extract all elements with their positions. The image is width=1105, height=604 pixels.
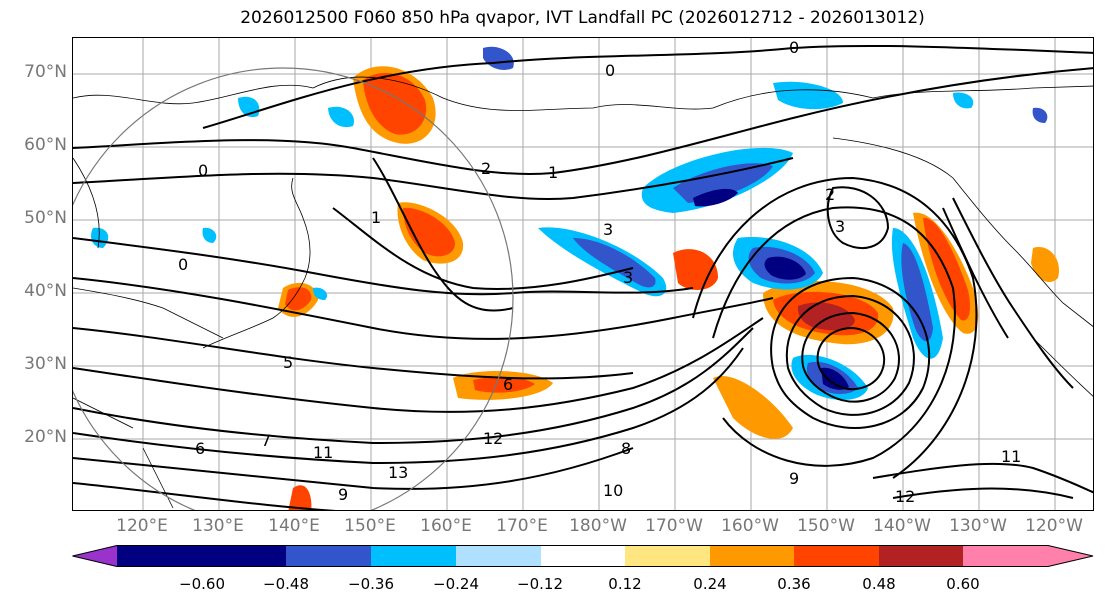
contours bbox=[73, 44, 1093, 510]
coastlines bbox=[73, 76, 1093, 509]
colorbar-swatch bbox=[710, 545, 796, 567]
contour-label: 11 bbox=[1001, 447, 1021, 466]
lon-label-170w: 170°W bbox=[645, 516, 703, 536]
colorbar-swatch bbox=[963, 545, 1049, 567]
contour-label: 1 bbox=[548, 163, 558, 182]
lat-label-50n: 50°N bbox=[24, 208, 67, 228]
lon-label-120w: 120°W bbox=[1025, 516, 1083, 536]
lon-label-180w: 180°W bbox=[569, 516, 627, 536]
colorbar-tick-label: 0.24 bbox=[693, 575, 727, 593]
colorbar-swatch bbox=[286, 545, 372, 567]
colorbar-tick-label: 0.60 bbox=[946, 575, 980, 593]
contour-label-group: 0 0 0 0 1 1 2 2 3 3 3 5 6 6 7 8 9 9 10 1… bbox=[178, 38, 1021, 506]
contour-label: 1 bbox=[371, 208, 381, 227]
contour-label: 6 bbox=[195, 439, 205, 458]
colorbar-swatch bbox=[794, 545, 880, 567]
lon-label-140e: 140°E bbox=[268, 516, 320, 536]
contour-label: 0 bbox=[178, 255, 188, 274]
contour-label: 10 bbox=[603, 481, 623, 500]
colorbar-swatch bbox=[456, 545, 542, 567]
colorbar-tick-label: −0.36 bbox=[348, 575, 394, 593]
lat-label-70n: 70°N bbox=[24, 62, 67, 82]
contour-label: 12 bbox=[895, 487, 915, 506]
contour-label: 3 bbox=[603, 220, 613, 239]
contour-label: 3 bbox=[623, 268, 633, 287]
plot-title: 2026012500 F060 850 hPa qvapor, IVT Land… bbox=[240, 8, 925, 28]
contour-label: 9 bbox=[338, 485, 348, 504]
lat-label-30n: 30°N bbox=[24, 354, 67, 374]
lon-label-130e: 130°E bbox=[192, 516, 244, 536]
colorbar-swatch bbox=[202, 545, 288, 567]
colorbar-tick-label: −0.48 bbox=[263, 575, 309, 593]
contour-label: 0 bbox=[605, 61, 615, 80]
contour-label: 9 bbox=[789, 469, 799, 488]
qvapor-shading bbox=[91, 46, 1059, 510]
map-panel: 0 0 0 0 1 1 2 2 3 3 3 5 6 6 7 8 9 9 10 1… bbox=[72, 37, 1094, 511]
colorbar-tick-label: −0.24 bbox=[433, 575, 479, 593]
colorbar-outline bbox=[72, 545, 1094, 567]
colorbar-extend-low bbox=[72, 545, 117, 567]
lon-label-150w: 150°W bbox=[797, 516, 855, 536]
contour-label: 6 bbox=[503, 375, 513, 394]
lon-label-160w: 160°W bbox=[721, 516, 779, 536]
contour-label: 5 bbox=[283, 353, 293, 372]
contour-label: 2 bbox=[481, 159, 491, 178]
lon-label-130w: 130°W bbox=[949, 516, 1007, 536]
lon-label-170e: 170°E bbox=[496, 516, 548, 536]
colorbar-swatch bbox=[879, 545, 965, 567]
colorbar-tick-label: −0.60 bbox=[179, 575, 225, 593]
map-canvas: 0 0 0 0 1 1 2 2 3 3 3 5 6 6 7 8 9 9 10 1… bbox=[73, 38, 1093, 510]
colorbar-swatch bbox=[541, 545, 627, 567]
contour-label: 12 bbox=[483, 429, 503, 448]
colorbar bbox=[72, 545, 1094, 567]
colorbar-tick-label: 0.48 bbox=[862, 575, 896, 593]
contour-label: 8 bbox=[621, 439, 631, 458]
contour-label: 3 bbox=[835, 217, 845, 236]
lon-label-160e: 160°E bbox=[420, 516, 472, 536]
colorbar-tick-label: 0.36 bbox=[777, 575, 811, 593]
colorbar-tick-label: 0.12 bbox=[608, 575, 642, 593]
graticule bbox=[73, 38, 1093, 510]
colorbar-swatch bbox=[625, 545, 711, 567]
lat-label-20n: 20°N bbox=[24, 427, 67, 447]
contour-label: 0 bbox=[789, 38, 799, 57]
colorbar-swatch bbox=[117, 545, 210, 567]
contour-label: 7 bbox=[261, 431, 271, 450]
colorbar-extend-high bbox=[1048, 545, 1093, 567]
range-ring bbox=[73, 67, 514, 510]
contour-label: 0 bbox=[198, 161, 208, 180]
contour-label: 11 bbox=[313, 443, 333, 462]
lon-label-120e: 120°E bbox=[116, 516, 168, 536]
contour-label: 2 bbox=[825, 185, 835, 204]
colorbar-tick-label: −0.12 bbox=[517, 575, 563, 593]
lat-label-60n: 60°N bbox=[24, 135, 67, 155]
colorbar-swatch bbox=[371, 545, 457, 567]
lon-label-150e: 150°E bbox=[344, 516, 396, 536]
lon-label-140w: 140°W bbox=[873, 516, 931, 536]
contour-label: 13 bbox=[388, 463, 408, 482]
lat-label-40n: 40°N bbox=[24, 281, 67, 301]
